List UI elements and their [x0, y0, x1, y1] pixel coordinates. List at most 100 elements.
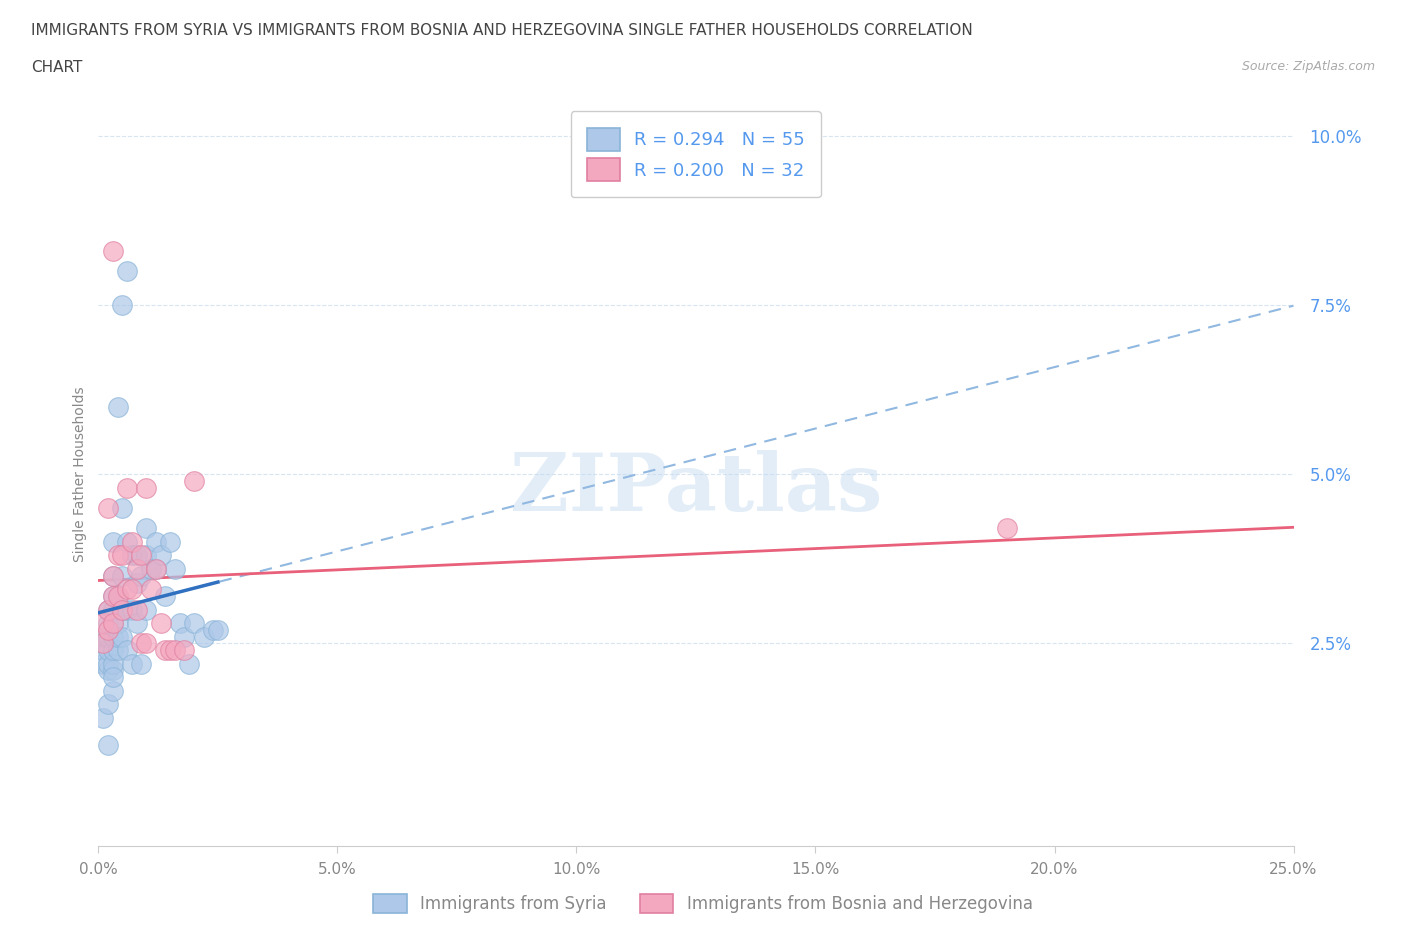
Point [111, 630, 134, 644]
Point [107, 589, 129, 604]
Point [91, 711, 114, 725]
Point [125, 575, 148, 590]
Point [155, 643, 177, 658]
Point [121, 548, 143, 563]
Point [131, 548, 153, 563]
Point [97, 663, 120, 678]
Point [145, 562, 167, 577]
Point [91, 636, 114, 651]
Point [145, 535, 167, 550]
Point [101, 602, 124, 617]
Point [131, 657, 153, 671]
Point [111, 568, 134, 583]
Legend: Immigrants from Syria, Immigrants from Bosnia and Herzegovina: Immigrants from Syria, Immigrants from B… [366, 885, 1040, 922]
Point [101, 657, 124, 671]
Point [97, 657, 120, 671]
Point [115, 264, 138, 279]
Point [135, 481, 157, 496]
Point [183, 473, 205, 488]
Point [159, 643, 181, 658]
Text: CHART: CHART [31, 60, 83, 75]
Point [135, 602, 157, 617]
Point [107, 616, 129, 631]
Point [131, 568, 153, 583]
Point [107, 630, 129, 644]
Point [97, 602, 120, 617]
Point [107, 399, 129, 414]
Point [202, 622, 225, 637]
Point [97, 616, 120, 631]
Point [111, 602, 134, 617]
Point [91, 657, 114, 671]
Point [139, 582, 162, 597]
Point [91, 616, 114, 631]
Point [135, 636, 157, 651]
Point [121, 535, 143, 550]
Text: Source: ZipAtlas.com: Source: ZipAtlas.com [1241, 60, 1375, 73]
Point [101, 568, 124, 583]
Point [135, 548, 157, 563]
Point [101, 663, 124, 678]
Point [163, 643, 186, 658]
Point [97, 643, 120, 658]
Point [179, 657, 201, 671]
Point [97, 500, 120, 515]
Point [995, 521, 1018, 536]
Point [101, 630, 124, 644]
Point [91, 643, 114, 658]
Point [131, 636, 153, 651]
Point [115, 643, 138, 658]
Point [163, 562, 186, 577]
Point [115, 535, 138, 550]
Point [145, 562, 167, 577]
Point [101, 643, 124, 658]
Point [125, 562, 148, 577]
Point [107, 643, 129, 658]
Point [107, 589, 129, 604]
Point [97, 697, 120, 711]
Point [111, 548, 134, 563]
Point [111, 500, 134, 515]
Point [125, 616, 148, 631]
Point [111, 298, 134, 312]
Point [111, 602, 134, 617]
Point [183, 616, 205, 631]
Point [101, 568, 124, 583]
Point [193, 630, 215, 644]
Point [125, 548, 148, 563]
Point [173, 630, 195, 644]
Point [101, 616, 124, 631]
Point [155, 589, 177, 604]
Point [173, 643, 195, 658]
Point [149, 616, 172, 631]
Point [121, 582, 143, 597]
Point [101, 535, 124, 550]
Point [101, 244, 124, 259]
Point [97, 630, 120, 644]
Point [121, 657, 143, 671]
Point [115, 602, 138, 617]
Point [115, 481, 138, 496]
Point [139, 562, 162, 577]
Point [135, 521, 157, 536]
Point [159, 535, 181, 550]
Point [97, 737, 120, 752]
Point [149, 548, 172, 563]
Y-axis label: Single Father Households: Single Father Households [73, 387, 87, 562]
Point [101, 589, 124, 604]
Point [91, 630, 114, 644]
Point [125, 602, 148, 617]
Point [101, 684, 124, 698]
Point [107, 548, 129, 563]
Legend: R = 0.294   N = 55, R = 0.200   N = 32: R = 0.294 N = 55, R = 0.200 N = 32 [571, 112, 821, 197]
Point [115, 582, 138, 597]
Point [97, 622, 120, 637]
Point [121, 602, 143, 617]
Text: ZIPatlas: ZIPatlas [510, 450, 882, 528]
Point [101, 670, 124, 684]
Point [169, 616, 191, 631]
Point [101, 616, 124, 631]
Point [207, 622, 229, 637]
Point [101, 589, 124, 604]
Text: IMMIGRANTS FROM SYRIA VS IMMIGRANTS FROM BOSNIA AND HERZEGOVINA SINGLE FATHER HO: IMMIGRANTS FROM SYRIA VS IMMIGRANTS FROM… [31, 23, 973, 38]
